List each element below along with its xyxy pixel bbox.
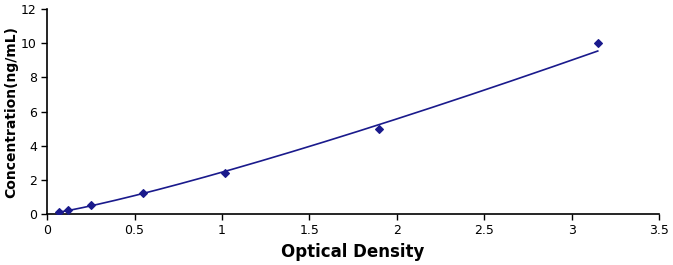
Y-axis label: Concentration(ng/mL): Concentration(ng/mL) [4,25,18,197]
X-axis label: Optical Density: Optical Density [281,243,425,261]
